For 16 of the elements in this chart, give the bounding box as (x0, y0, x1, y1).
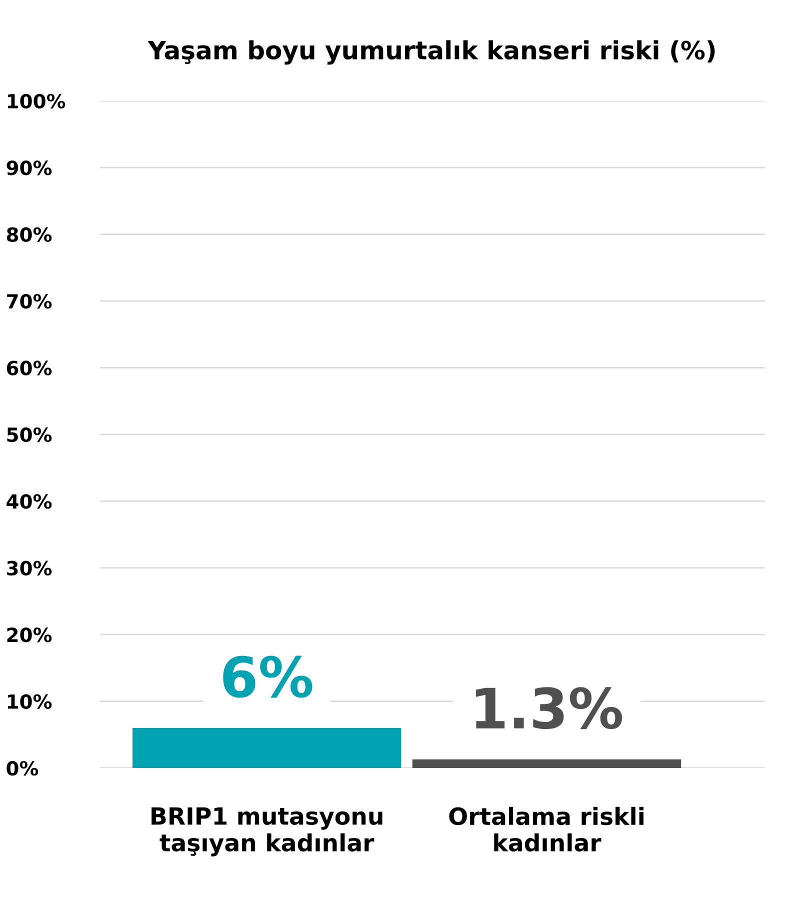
y-tick-label: 30% (7, 560, 52, 576)
chart-title: Yaşam boyu yumurtalık kanseri riski (%) (148, 40, 715, 65)
y-tick-label: 10% (8, 694, 52, 709)
x-tick-label: Ortalama riskli kadınlar (449, 806, 644, 852)
y-tick-label: 100% (8, 94, 66, 109)
y-tick-label: 60% (6, 360, 52, 376)
y-tick-label: 0% (6, 760, 38, 776)
y-tick-label: 90% (6, 160, 52, 176)
y-tick-label: 80% (6, 227, 52, 242)
y-tick-label: 40% (6, 494, 52, 509)
data-label: 6% (223, 656, 312, 698)
x-tick-label: BRIP1 mutasyonu taşıyan kadınlar (152, 807, 382, 856)
y-tick-label: 70% (7, 294, 52, 309)
data-label: 1.3% (476, 687, 622, 730)
y-tick-label: 50% (7, 427, 52, 442)
y-tick-label: 20% (7, 628, 52, 642)
